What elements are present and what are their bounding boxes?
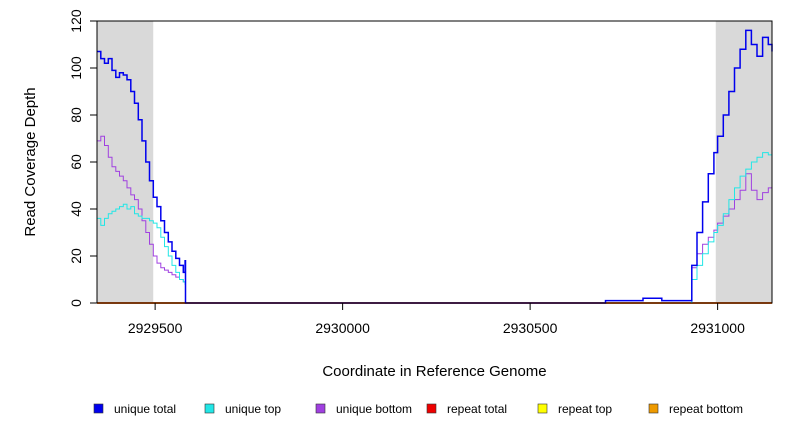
- shaded-region-1: [97, 21, 154, 303]
- x-axis-title: Coordinate in Reference Genome: [322, 363, 546, 380]
- legend-label: repeat total: [447, 402, 507, 416]
- x-tick-label: 2930000: [315, 320, 370, 336]
- x-tick-label: 2929500: [128, 320, 183, 336]
- plot-frame: [96, 20, 773, 304]
- y-tick-label: 80: [68, 107, 84, 123]
- shaded-regions: [97, 21, 772, 303]
- x-axis: 2929500 2930000 2930500 2931000: [128, 302, 745, 336]
- x-tick-label: 2931000: [690, 320, 745, 336]
- legend-swatch: [426, 403, 437, 414]
- y-tick-label: 100: [68, 56, 84, 80]
- series-line-unique-total: [97, 29, 773, 304]
- y-tick-label: 120: [68, 9, 84, 33]
- y-tick-label: 0: [68, 299, 84, 307]
- series-lines: [97, 29, 773, 304]
- y-tick-label: 60: [68, 154, 84, 170]
- legend-swatch: [315, 403, 326, 414]
- legend-label: repeat top: [558, 402, 612, 416]
- y-tick-label: 20: [68, 248, 84, 264]
- y-tick-label: 40: [68, 201, 84, 217]
- legend-swatch: [93, 403, 104, 414]
- legend-swatch: [537, 403, 548, 414]
- series-line-unique-bottom: [97, 135, 773, 304]
- legend-label: unique bottom: [336, 402, 412, 416]
- y-axis: 0 20 40 60 80 100 120: [68, 9, 97, 307]
- legend-label: repeat bottom: [669, 402, 743, 416]
- legend: unique total unique top unique bottom repea…: [93, 402, 743, 416]
- legend-label: unique top: [225, 402, 281, 416]
- legend-swatch: [648, 403, 659, 414]
- legend-swatch: [204, 403, 215, 414]
- y-axis-title: Read Coverage Depth: [22, 87, 39, 236]
- legend-label: unique total: [114, 402, 176, 416]
- shaded-region-2: [715, 21, 772, 303]
- series-line-unique-top: [97, 152, 773, 304]
- x-tick-label: 2930500: [503, 320, 558, 336]
